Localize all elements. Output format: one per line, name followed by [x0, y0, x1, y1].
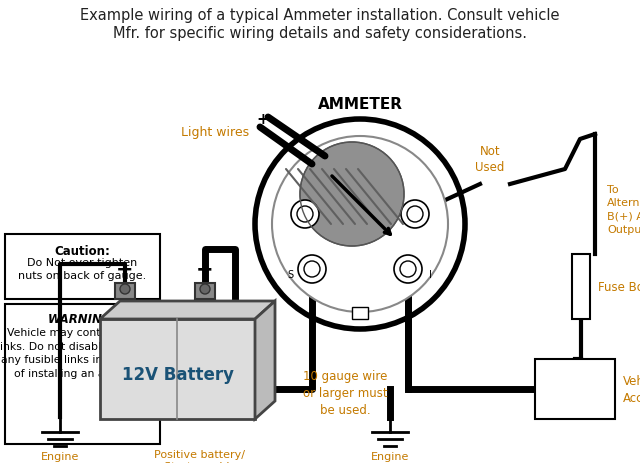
- Bar: [195, 283, 215, 300]
- Bar: [5, 234, 160, 300]
- Circle shape: [200, 284, 210, 294]
- Text: Engine
Ground: Engine Ground: [369, 451, 411, 463]
- Text: −: −: [116, 259, 134, 279]
- Text: AMMETER: AMMETER: [317, 97, 403, 112]
- Text: Caution:: Caution:: [54, 244, 110, 257]
- Text: 10 gauge wire
or larger must
be used.: 10 gauge wire or larger must be used.: [303, 369, 387, 416]
- Circle shape: [291, 200, 319, 229]
- Text: Light wires: Light wires: [181, 126, 249, 139]
- Text: +: +: [257, 112, 269, 127]
- Text: 12V Battery: 12V Battery: [122, 365, 234, 383]
- Text: Vehicle may contain fusible
links. Do not disable or remove
any fusible links in: Vehicle may contain fusible links. Do no…: [0, 327, 167, 378]
- Circle shape: [255, 120, 465, 329]
- Polygon shape: [100, 301, 275, 319]
- Text: Vehicle
Accessories: Vehicle Accessories: [623, 374, 640, 404]
- Text: S: S: [287, 269, 293, 279]
- Circle shape: [272, 137, 448, 313]
- Bar: [5, 304, 160, 444]
- Text: Fuse Box: Fuse Box: [598, 281, 640, 294]
- Text: Example wiring of a typical Ammeter installation. Consult vehicle: Example wiring of a typical Ammeter inst…: [80, 8, 560, 23]
- Circle shape: [400, 262, 416, 277]
- Text: Mfr. for specific wiring details and safety considerations.: Mfr. for specific wiring details and saf…: [113, 26, 527, 41]
- Text: Positive battery/
Starter cable: Positive battery/ Starter cable: [154, 449, 246, 463]
- Text: I: I: [429, 269, 431, 279]
- Text: Not
Used: Not Used: [476, 145, 505, 174]
- Text: Engine
Ground: Engine Ground: [40, 451, 81, 463]
- Bar: [352, 307, 368, 319]
- Circle shape: [401, 200, 429, 229]
- Bar: [572, 255, 590, 319]
- Text: Do Not over tighten
nuts on back of gauge.: Do Not over tighten nuts on back of gaug…: [18, 257, 146, 281]
- Circle shape: [297, 206, 313, 223]
- Circle shape: [407, 206, 423, 223]
- Circle shape: [304, 262, 320, 277]
- Circle shape: [298, 256, 326, 283]
- Circle shape: [394, 256, 422, 283]
- Text: To
Alternator
B(+) Alt.
Output: To Alternator B(+) Alt. Output: [607, 185, 640, 234]
- Bar: [115, 283, 135, 300]
- Circle shape: [120, 284, 130, 294]
- Bar: [100, 319, 255, 419]
- Circle shape: [300, 143, 404, 246]
- Text: +: +: [196, 259, 214, 279]
- Text: WARNING:: WARNING:: [47, 313, 116, 325]
- Polygon shape: [255, 301, 275, 419]
- Bar: [535, 359, 615, 419]
